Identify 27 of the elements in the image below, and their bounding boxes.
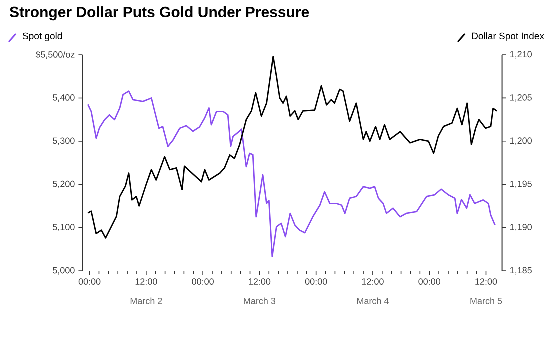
legend-label: Spot gold [22,32,62,42]
chart-title: Stronger Dollar Puts Gold Under Pressure [10,6,310,21]
text: March 2 [130,298,162,304]
y2-tick-label: 1,205 [510,94,532,102]
x-tick-label: 12:00 [362,278,384,285]
y-tick-label: 5,200 [53,180,75,188]
y2-tick-label: 1,210 [510,51,532,59]
legend-label: Dollar Spot Index [472,32,544,42]
y-tick-label: 5,100 [53,224,75,232]
text: March 4 [357,298,389,304]
y2-tick-label: 1,195 [510,180,532,188]
y2-tick-label: 1,190 [510,224,532,232]
y-tick-label: 5,000 [53,267,75,275]
y2-tick-label: 1,185 [510,267,532,275]
y2-tick-label: 1,200 [510,138,532,146]
y-tick-label: $5,500/oz [36,51,75,59]
x-tick-label: 00:00 [78,278,101,285]
y-tick-label: 5,300 [53,138,75,146]
x-tick-label: 00:00 [418,278,441,285]
x-tick-label: 12:00 [249,278,271,285]
y-tick-label: 5,400 [53,94,75,102]
text: March 3 [244,298,276,304]
x-tick-label: 12:00 [476,278,498,285]
x-tick-label: 00:00 [192,278,214,285]
x-tick-label: 12:00 [136,278,158,285]
text: March 5 [470,298,502,304]
x-tick-label: 00:00 [305,278,328,285]
